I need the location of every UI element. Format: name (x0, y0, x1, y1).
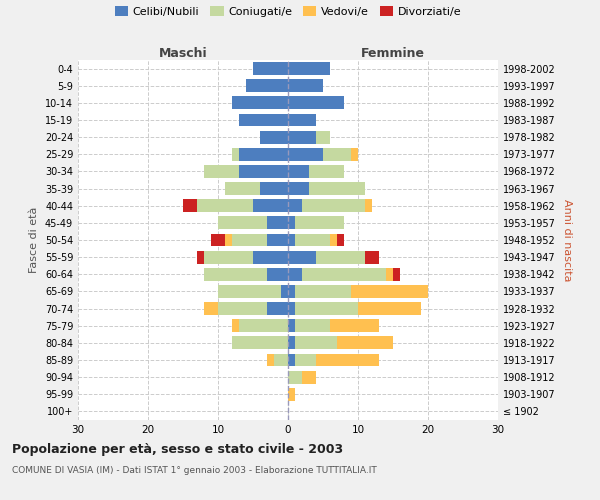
Bar (288, 285, 295, 298)
Bar (309, 165, 344, 178)
Bar (204, 165, 239, 178)
Bar (330, 234, 337, 246)
Text: Maschi: Maschi (158, 47, 208, 60)
Bar (295, 336, 337, 349)
Bar (232, 336, 288, 349)
Bar (295, 216, 344, 230)
Bar (358, 302, 421, 315)
Bar (239, 320, 288, 332)
Bar (365, 200, 372, 212)
Bar (232, 320, 239, 332)
Bar (218, 285, 281, 298)
Bar (267, 234, 288, 246)
Bar (309, 182, 365, 195)
Bar (288, 250, 316, 264)
Bar (218, 216, 267, 230)
Bar (288, 130, 316, 143)
Bar (239, 114, 288, 126)
Bar (386, 268, 393, 280)
Bar (351, 148, 358, 160)
Bar (288, 114, 316, 126)
Bar (281, 285, 288, 298)
Bar (260, 130, 288, 143)
Legend: Celibi/Nubili, Coniugati/e, Vedovi/e, Divorziati/e: Celibi/Nubili, Coniugati/e, Vedovi/e, Di… (112, 2, 464, 20)
Bar (267, 216, 288, 230)
Bar (211, 234, 225, 246)
Bar (218, 302, 267, 315)
Text: COMUNE DI VASIA (IM) - Dati ISTAT 1° gennaio 2003 - Elaborazione TUTTITALIA.IT: COMUNE DI VASIA (IM) - Dati ISTAT 1° gen… (12, 466, 377, 475)
Bar (232, 234, 267, 246)
Bar (337, 234, 344, 246)
Bar (288, 320, 295, 332)
Bar (295, 234, 330, 246)
Bar (288, 148, 323, 160)
Bar (267, 354, 274, 366)
Bar (316, 354, 379, 366)
Bar (239, 165, 288, 178)
Y-axis label: Fasce di età: Fasce di età (29, 207, 39, 273)
Bar (253, 200, 288, 212)
Bar (253, 250, 288, 264)
Bar (232, 96, 288, 110)
Bar (288, 80, 323, 92)
Bar (295, 320, 330, 332)
Bar (295, 354, 316, 366)
Bar (274, 354, 288, 366)
Bar (288, 354, 295, 366)
Bar (288, 336, 295, 349)
Bar (365, 250, 379, 264)
Bar (288, 234, 295, 246)
Bar (288, 370, 302, 384)
Bar (267, 302, 288, 315)
Bar (232, 148, 239, 160)
Bar (337, 336, 393, 349)
Bar (330, 320, 379, 332)
Text: Femmine: Femmine (361, 47, 425, 60)
Y-axis label: Anni di nascita: Anni di nascita (562, 198, 572, 281)
Bar (288, 165, 309, 178)
Bar (393, 268, 400, 280)
Bar (204, 250, 253, 264)
Bar (351, 285, 428, 298)
Bar (288, 62, 330, 75)
Bar (288, 200, 302, 212)
Bar (295, 285, 351, 298)
Bar (260, 182, 288, 195)
Bar (288, 388, 295, 400)
Bar (288, 268, 302, 280)
Bar (204, 268, 267, 280)
Bar (302, 370, 316, 384)
Bar (225, 182, 260, 195)
Bar (253, 62, 288, 75)
Bar (288, 182, 309, 195)
Bar (197, 200, 253, 212)
Bar (295, 302, 358, 315)
Bar (302, 268, 386, 280)
Bar (323, 148, 351, 160)
Bar (197, 250, 204, 264)
Bar (204, 302, 218, 315)
Bar (246, 80, 288, 92)
Bar (183, 200, 197, 212)
Bar (302, 200, 365, 212)
Text: Popolazione per età, sesso e stato civile - 2003: Popolazione per età, sesso e stato civil… (12, 442, 343, 456)
Bar (225, 234, 232, 246)
Bar (288, 302, 295, 315)
Bar (288, 96, 344, 110)
Bar (316, 250, 365, 264)
Bar (267, 268, 288, 280)
Bar (316, 130, 330, 143)
Bar (288, 216, 295, 230)
Bar (239, 148, 288, 160)
